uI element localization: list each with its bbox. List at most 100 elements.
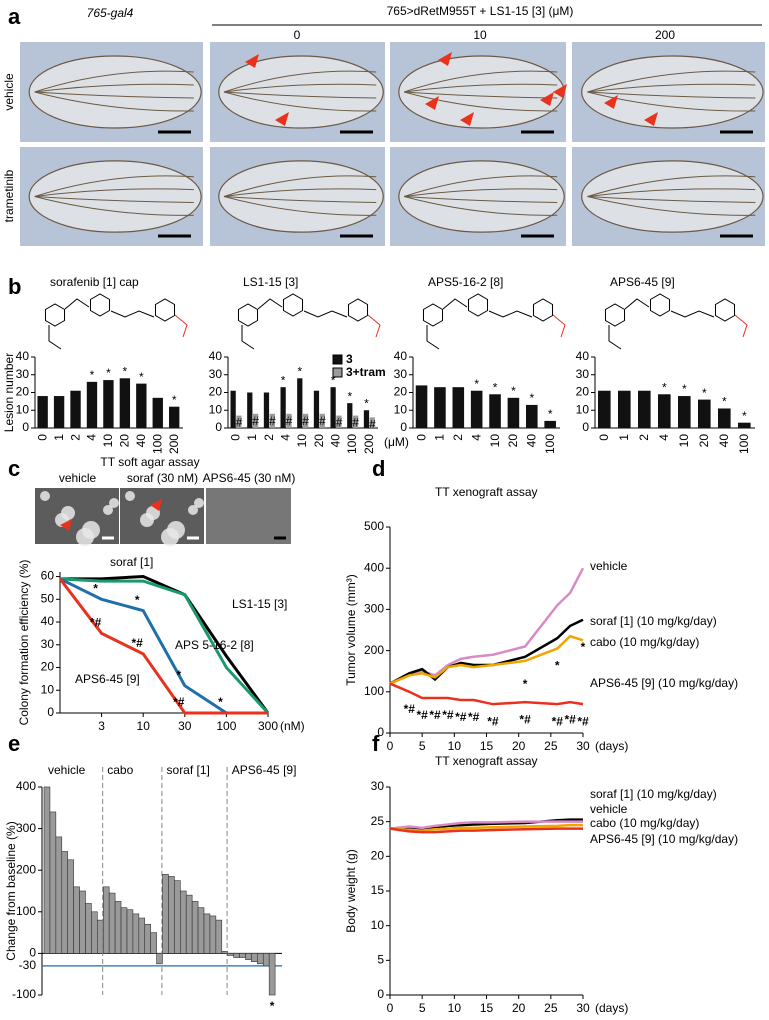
y-tick-label: 10: [576, 402, 590, 416]
bar: [144, 923, 151, 954]
x-tick-label: 100: [345, 434, 359, 454]
wing-vein: [587, 188, 756, 197]
wing-vein: [587, 91, 756, 99]
y-tick-label: 20: [371, 849, 385, 863]
significance: *: [474, 377, 479, 391]
wing: [581, 55, 764, 129]
significance: *: [493, 380, 498, 394]
legend-label: 3+tram: [346, 365, 386, 379]
series-label: cabo (10 mg/kg/day): [590, 816, 699, 830]
bar: [132, 913, 140, 954]
bar: [103, 380, 114, 428]
structure-ring: [422, 303, 444, 327]
y-tick-label: 20: [209, 385, 223, 399]
x-tick-label: 1: [433, 434, 447, 441]
bar: [37, 396, 48, 428]
y-tick-label: 40: [394, 349, 408, 363]
significance: *#: [577, 714, 589, 728]
bar: [67, 859, 74, 954]
bar: [598, 390, 611, 428]
y-tick-label: 200: [364, 643, 384, 657]
y-tick-label: 500: [364, 519, 384, 533]
structure-bond: [241, 325, 255, 350]
wing-vein: [404, 91, 558, 99]
series-label: APS6-45 [9]: [75, 672, 140, 686]
significance: #: [269, 414, 276, 428]
x-tick-label: 4: [85, 434, 99, 441]
y-tick-label: 40: [209, 349, 223, 363]
bar: [203, 913, 211, 954]
significance: *: [123, 364, 128, 378]
arrowhead: [275, 112, 289, 126]
wing: [581, 160, 764, 233]
significance: *#: [455, 710, 467, 724]
wing-vein: [223, 188, 377, 197]
structure-ring: [347, 298, 369, 322]
structure-ring: [604, 303, 626, 327]
significance: *: [172, 393, 177, 407]
bar: [197, 907, 205, 954]
y-tick-label: 100: [364, 684, 384, 698]
bar: [353, 415, 359, 428]
bar: [336, 415, 342, 428]
significance: *: [106, 366, 111, 380]
significance: *#: [552, 714, 564, 728]
x-tick-label: 2: [68, 434, 82, 441]
bar: [126, 909, 134, 954]
y-tick-label: 0: [377, 987, 384, 1001]
bar: [262, 953, 270, 967]
y-tick-label: 0: [400, 420, 407, 434]
wing-vein: [34, 70, 194, 93]
image-title: TT soft agar assay: [100, 455, 199, 469]
arrowhead: [553, 84, 567, 98]
panel-label: e: [8, 731, 20, 756]
significance: #: [252, 414, 259, 428]
x-tick-label: 10: [448, 1001, 462, 1015]
panel-label: d: [372, 456, 385, 481]
structure-bond: [48, 325, 62, 350]
wing: [218, 160, 384, 233]
y-tick-label: 0: [22, 420, 29, 434]
bar: [286, 413, 292, 428]
bar: [73, 886, 80, 954]
structure-bond: [174, 314, 188, 338]
bar: [251, 953, 258, 963]
structure-bond: [303, 310, 348, 318]
x-tick-label: 1: [52, 434, 66, 441]
significance: *#: [442, 708, 454, 722]
significance: *: [270, 999, 275, 1013]
colony: [103, 505, 113, 515]
group-label: cabo: [107, 763, 133, 777]
wing: [28, 160, 202, 233]
bar: [169, 406, 180, 428]
x-tick-label: 10: [295, 434, 309, 448]
x-tick-label: 10: [137, 719, 151, 733]
bar: [185, 894, 193, 954]
structure-bond: [64, 298, 90, 310]
y-tick-label: 10: [371, 918, 385, 932]
bar: [168, 876, 175, 954]
x-tick-label: 1: [245, 434, 259, 441]
bar: [638, 390, 651, 428]
bar: [138, 917, 146, 954]
significance: *: [742, 409, 747, 423]
wing-vein: [34, 196, 194, 216]
x-tick-label: 15: [480, 739, 494, 753]
x-tick-label: 20: [118, 434, 132, 448]
y-tick-label: 40: [41, 614, 55, 628]
bar: [718, 408, 731, 428]
image-label: soraf (30 nM): [127, 471, 198, 485]
y-axis-label: Change from baseline (%): [4, 821, 18, 960]
bar: [738, 422, 751, 428]
bar: [191, 901, 199, 954]
bar: [263, 392, 270, 428]
y-tick-label: 0: [582, 420, 589, 434]
bar: [108, 892, 116, 954]
colony: [161, 528, 179, 546]
bar: [544, 420, 556, 428]
bar: [152, 397, 163, 428]
structure-ring: [237, 303, 259, 327]
arrowhead: [604, 95, 618, 109]
x-axis-unit: (nM): [280, 719, 305, 733]
